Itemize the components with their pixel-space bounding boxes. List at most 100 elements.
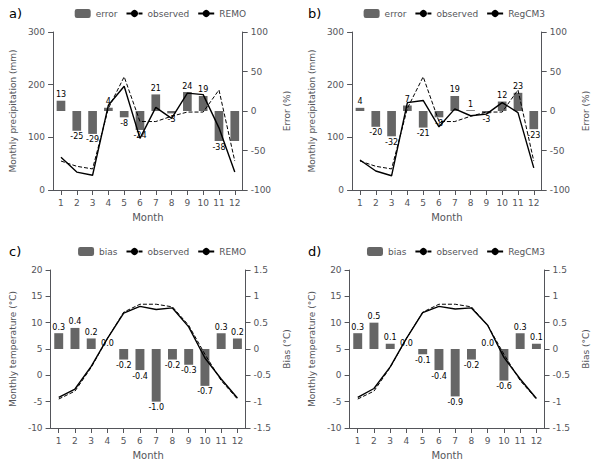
svg-text:9: 9: [185, 198, 191, 208]
svg-text:1: 1: [254, 291, 260, 301]
svg-text:a): a): [9, 6, 22, 21]
svg-text:8: 8: [469, 436, 475, 446]
svg-text:0: 0: [39, 185, 45, 195]
svg-text:observed: observed: [147, 247, 189, 257]
svg-text:11: 11: [512, 198, 523, 208]
svg-text:-10: -10: [327, 423, 342, 433]
svg-text:-38: -38: [212, 143, 225, 152]
svg-text:7: 7: [452, 198, 458, 208]
svg-text:error: error: [385, 9, 407, 19]
svg-text:8: 8: [170, 436, 176, 446]
svg-text:10: 10: [330, 318, 342, 328]
svg-text:d): d): [308, 244, 321, 259]
svg-text:Bias (°C): Bias (°C): [581, 329, 591, 369]
svg-text:-0.3: -0.3: [181, 366, 197, 375]
svg-text:-0.2: -0.2: [165, 361, 181, 370]
svg-text:11: 11: [514, 436, 525, 446]
svg-text:12: 12: [531, 436, 542, 446]
svg-text:REMO: REMO: [219, 9, 246, 19]
svg-text:-100: -100: [251, 185, 272, 195]
svg-text:-32: -32: [385, 138, 398, 147]
svg-text:9: 9: [484, 198, 490, 208]
svg-text:-100: -100: [550, 185, 571, 195]
svg-text:0.3: 0.3: [514, 323, 527, 332]
svg-text:0.4: 0.4: [69, 317, 82, 326]
svg-text:1.5: 1.5: [254, 265, 268, 275]
svg-text:100: 100: [327, 132, 344, 142]
svg-text:12: 12: [528, 198, 539, 208]
svg-text:12: 12: [497, 91, 507, 100]
svg-text:3: 3: [88, 436, 94, 446]
svg-text:0.3: 0.3: [52, 323, 65, 332]
svg-text:-50: -50: [251, 146, 266, 156]
svg-text:3: 3: [387, 436, 393, 446]
svg-text:6: 6: [436, 436, 442, 446]
svg-text:4: 4: [404, 436, 410, 446]
svg-text:4: 4: [357, 97, 362, 106]
svg-text:0: 0: [37, 370, 43, 380]
svg-text:0.5: 0.5: [553, 318, 567, 328]
svg-text:5: 5: [121, 436, 127, 446]
svg-text:3: 3: [389, 198, 395, 208]
svg-text:-5: -5: [333, 397, 342, 407]
svg-text:10: 10: [496, 198, 508, 208]
svg-text:1: 1: [553, 291, 559, 301]
svg-text:Monthly precipitation (mm): Monthly precipitation (mm): [8, 49, 18, 172]
svg-text:0.3: 0.3: [351, 323, 364, 332]
svg-text:21: 21: [151, 84, 161, 93]
svg-text:3: 3: [90, 198, 96, 208]
svg-text:-10: -10: [28, 423, 43, 433]
svg-text:0.1: 0.1: [384, 333, 397, 342]
svg-text:-0.6: -0.6: [496, 382, 512, 391]
svg-text:-3: -3: [482, 115, 490, 124]
svg-text:Month: Month: [132, 450, 163, 461]
svg-text:19: 19: [450, 85, 460, 94]
svg-text:-0.2: -0.2: [464, 361, 480, 370]
svg-text:9: 9: [485, 436, 491, 446]
svg-text:-1.0: -1.0: [148, 403, 164, 412]
svg-text:-0.5: -0.5: [553, 370, 571, 380]
svg-text:RegCM3: RegCM3: [508, 9, 545, 19]
svg-text:1: 1: [468, 100, 473, 109]
svg-text:8: 8: [468, 198, 474, 208]
svg-text:0.2: 0.2: [85, 328, 98, 337]
svg-text:-8: -8: [120, 119, 128, 128]
svg-text:7: 7: [153, 198, 159, 208]
svg-text:20: 20: [330, 265, 342, 275]
svg-text:1.5: 1.5: [553, 265, 567, 275]
svg-text:12: 12: [229, 198, 240, 208]
svg-text:c): c): [9, 244, 21, 259]
svg-text:100: 100: [550, 27, 567, 37]
svg-text:100: 100: [28, 132, 45, 142]
svg-text:10: 10: [197, 198, 209, 208]
svg-text:50: 50: [550, 67, 562, 77]
svg-text:observed: observed: [436, 247, 478, 257]
svg-text:5: 5: [336, 344, 342, 354]
svg-text:10: 10: [199, 436, 211, 446]
svg-text:1: 1: [357, 198, 363, 208]
svg-text:2: 2: [74, 198, 80, 208]
svg-text:-50: -50: [550, 146, 565, 156]
svg-text:-0.1: -0.1: [415, 356, 431, 365]
svg-text:0.1: 0.1: [530, 333, 543, 342]
svg-text:1: 1: [355, 436, 361, 446]
svg-text:0: 0: [336, 370, 342, 380]
svg-text:15: 15: [31, 291, 42, 301]
svg-text:Month: Month: [132, 212, 163, 223]
svg-text:bias: bias: [99, 247, 118, 257]
svg-text:23: 23: [513, 82, 523, 91]
svg-text:-0.9: -0.9: [447, 398, 463, 407]
svg-text:1: 1: [56, 436, 62, 446]
svg-text:200: 200: [28, 80, 45, 90]
svg-text:observed: observed: [436, 9, 478, 19]
svg-text:9: 9: [186, 436, 192, 446]
svg-text:6: 6: [137, 198, 143, 208]
svg-text:6: 6: [436, 198, 442, 208]
svg-text:-0.5: -0.5: [254, 370, 272, 380]
svg-text:7: 7: [452, 436, 458, 446]
svg-text:Monthly precipitation (mm): Monthly precipitation (mm): [307, 49, 317, 172]
svg-text:Month: Month: [431, 450, 462, 461]
svg-text:0: 0: [550, 106, 556, 116]
svg-text:300: 300: [327, 27, 344, 37]
svg-text:1: 1: [58, 198, 64, 208]
